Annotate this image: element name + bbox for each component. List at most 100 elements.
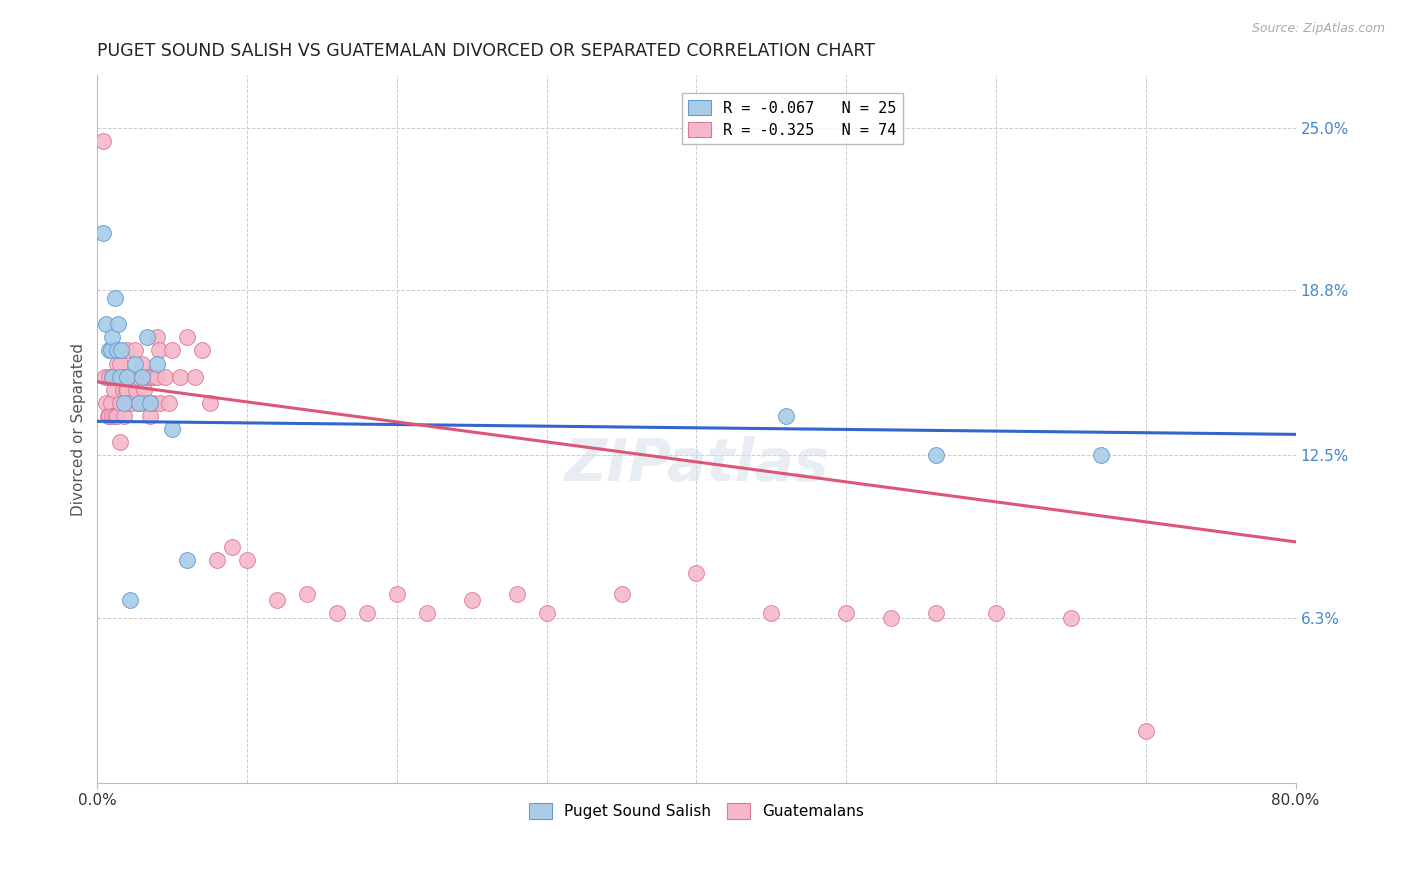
Point bbox=[162, 343, 184, 358]
Point bbox=[146, 369, 169, 384]
Point bbox=[124, 343, 146, 358]
Point bbox=[925, 448, 948, 462]
Point bbox=[925, 606, 948, 620]
Point bbox=[169, 369, 191, 384]
Point bbox=[117, 343, 139, 358]
Point bbox=[146, 357, 169, 371]
Point bbox=[176, 553, 198, 567]
Point bbox=[108, 369, 131, 384]
Point bbox=[128, 396, 150, 410]
Point bbox=[326, 606, 349, 620]
Point bbox=[1060, 611, 1083, 625]
Point bbox=[356, 606, 378, 620]
Point bbox=[236, 553, 259, 567]
Point bbox=[112, 409, 135, 423]
Point bbox=[117, 369, 139, 384]
Point bbox=[107, 369, 129, 384]
Point bbox=[685, 566, 707, 581]
Point bbox=[101, 369, 124, 384]
Point bbox=[183, 369, 205, 384]
Point bbox=[96, 318, 118, 332]
Point bbox=[143, 369, 166, 384]
Point bbox=[775, 409, 797, 423]
Text: PUGET SOUND SALISH VS GUATEMALAN DIVORCED OR SEPARATED CORRELATION CHART: PUGET SOUND SALISH VS GUATEMALAN DIVORCE… bbox=[97, 42, 876, 60]
Point bbox=[110, 369, 132, 384]
Point bbox=[120, 592, 142, 607]
Point bbox=[118, 396, 141, 410]
Point bbox=[131, 357, 153, 371]
Point bbox=[835, 606, 858, 620]
Point bbox=[128, 396, 150, 410]
Point bbox=[94, 369, 117, 384]
Point bbox=[105, 357, 128, 371]
Point bbox=[110, 343, 132, 358]
Point bbox=[131, 369, 153, 384]
Point bbox=[461, 592, 484, 607]
Point bbox=[139, 409, 162, 423]
Point bbox=[104, 291, 127, 305]
Point bbox=[97, 409, 120, 423]
Point bbox=[198, 396, 221, 410]
Point bbox=[121, 396, 143, 410]
Point bbox=[148, 343, 170, 358]
Point bbox=[221, 540, 243, 554]
Point bbox=[125, 383, 148, 397]
Point bbox=[98, 369, 121, 384]
Point bbox=[122, 369, 145, 384]
Point bbox=[103, 383, 125, 397]
Point bbox=[536, 606, 558, 620]
Legend: Puget Sound Salish, Guatemalans: Puget Sound Salish, Guatemalans bbox=[523, 797, 870, 825]
Point bbox=[101, 369, 124, 384]
Point bbox=[111, 383, 134, 397]
Point bbox=[120, 369, 142, 384]
Point bbox=[117, 383, 139, 397]
Text: Source: ZipAtlas.com: Source: ZipAtlas.com bbox=[1251, 22, 1385, 36]
Point bbox=[135, 330, 157, 344]
Point bbox=[162, 422, 184, 436]
Point bbox=[112, 369, 135, 384]
Point bbox=[385, 587, 408, 601]
Point bbox=[101, 330, 124, 344]
Point bbox=[108, 396, 131, 410]
Point bbox=[112, 396, 135, 410]
Point bbox=[1090, 448, 1112, 462]
Point bbox=[114, 383, 136, 397]
Point bbox=[135, 369, 157, 384]
Point bbox=[132, 383, 155, 397]
Point bbox=[100, 396, 122, 410]
Point bbox=[146, 330, 169, 344]
Point bbox=[98, 343, 121, 358]
Y-axis label: Divorced or Separated: Divorced or Separated bbox=[72, 343, 86, 516]
Point bbox=[610, 587, 633, 601]
Point bbox=[157, 396, 180, 410]
Point bbox=[416, 606, 439, 620]
Point bbox=[127, 369, 149, 384]
Point bbox=[153, 369, 176, 384]
Point bbox=[108, 357, 131, 371]
Point bbox=[761, 606, 783, 620]
Point bbox=[93, 134, 115, 148]
Point bbox=[100, 343, 122, 358]
Point bbox=[134, 396, 156, 410]
Point bbox=[191, 343, 214, 358]
Point bbox=[96, 396, 118, 410]
Point bbox=[139, 396, 162, 410]
Point bbox=[984, 606, 1007, 620]
Point bbox=[124, 357, 146, 371]
Point bbox=[176, 330, 198, 344]
Point bbox=[93, 226, 115, 240]
Point bbox=[105, 409, 128, 423]
Point bbox=[1135, 723, 1157, 738]
Point bbox=[506, 587, 529, 601]
Point bbox=[107, 318, 129, 332]
Point bbox=[266, 592, 288, 607]
Point bbox=[295, 587, 318, 601]
Point bbox=[880, 611, 903, 625]
Point bbox=[104, 369, 127, 384]
Point bbox=[98, 409, 121, 423]
Point bbox=[104, 409, 127, 423]
Point bbox=[101, 409, 124, 423]
Point bbox=[205, 553, 228, 567]
Point bbox=[142, 396, 165, 410]
Point bbox=[108, 435, 131, 450]
